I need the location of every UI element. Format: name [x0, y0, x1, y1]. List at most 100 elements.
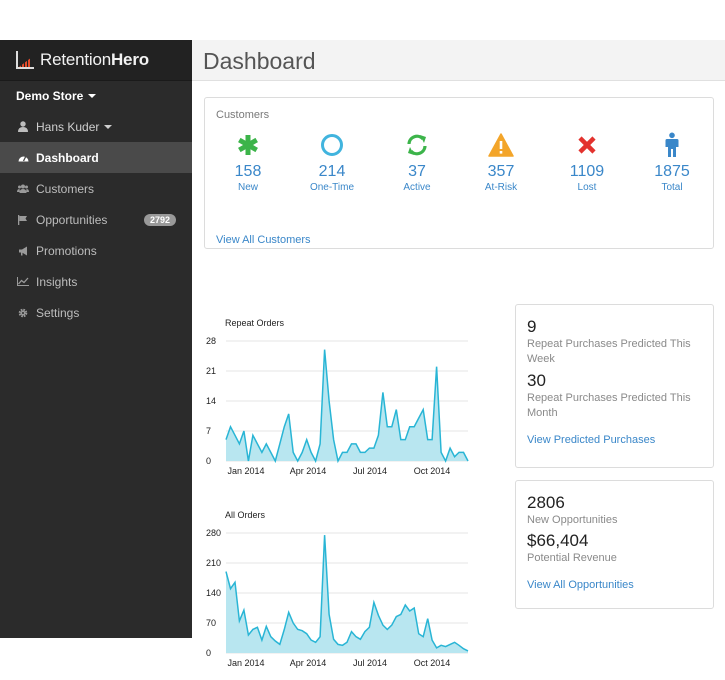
month-prediction-value: 30: [527, 371, 546, 390]
y-tick-label: 14: [206, 396, 216, 406]
circle-icon: [302, 131, 362, 159]
y-tick-label: 280: [206, 528, 221, 538]
person-icon: [642, 131, 702, 159]
stat-label: Active: [403, 182, 431, 193]
megaphone-icon: [16, 246, 30, 256]
dashboard-icon: [16, 153, 30, 162]
x-tick-label: Oct 2014: [414, 658, 451, 668]
x-tick-label: Jan 2014: [227, 466, 264, 476]
panel-title: Customers: [216, 109, 270, 121]
x-tick-label: Jul 2014: [353, 466, 387, 476]
x-tick-label: Jul 2014: [353, 658, 387, 668]
flag-icon: [16, 214, 30, 225]
store-dropdown[interactable]: Demo Store: [0, 81, 192, 111]
stat-value: 158: [234, 163, 262, 180]
all-orders-chart: All Orders 0 70 140 210 280 Jan 2014 Apr 2014 Ju…: [192, 503, 482, 673]
y-tick-label: 0: [206, 648, 211, 658]
user-icon: [16, 121, 30, 132]
opportunities-count-badge: 2792: [143, 213, 176, 226]
user-dropdown[interactable]: Hans Kuder: [0, 111, 192, 142]
logo-icon: [16, 51, 34, 69]
series-area: [226, 349, 468, 461]
stat-value: 357: [487, 163, 515, 180]
view-predicted-purchases-link[interactable]: View Predicted Purchases: [527, 434, 656, 446]
stat-label: Total: [661, 182, 683, 193]
x-tick-label: Apr 2014: [290, 658, 327, 668]
month-prediction-label: Repeat Purchases Predicted This Month: [527, 392, 691, 419]
sidebar-item-label: Settings: [36, 305, 80, 320]
sidebar-item-opportunities[interactable]: Opportunities 2792: [0, 204, 192, 235]
sidebar: RetentionHero Demo Store Hans Kuder Dash…: [0, 40, 192, 638]
new-opportunities-value: 2806: [527, 493, 565, 512]
sidebar-item-insights[interactable]: Insights: [0, 266, 192, 297]
customers-panel: Customers 158 New 214 One-Time 37: [204, 97, 714, 249]
sidebar-item-label: Dashboard: [36, 150, 99, 165]
y-tick-label: 210: [206, 558, 221, 568]
potential-revenue-value: $66,404: [527, 531, 589, 550]
stat-label: New: [237, 182, 258, 193]
x-tick-label: Jan 2014: [227, 658, 264, 668]
users-icon: [16, 184, 30, 193]
y-tick-label: 7: [206, 426, 211, 436]
app-window: RetentionHero Demo Store Hans Kuder Dash…: [0, 40, 725, 668]
page-header: Dashboard: [192, 40, 725, 81]
stat-value: 1875: [654, 163, 690, 180]
sidebar-item-label: Promotions: [36, 243, 97, 258]
new-opportunities-label: New Opportunities: [527, 514, 618, 526]
stat-label: At-Risk: [484, 182, 518, 193]
opportunities-panel: 2806 New Opportunities $66,404 Potential…: [515, 480, 714, 609]
asterisk-icon: [218, 131, 278, 159]
y-tick-label: 70: [206, 618, 216, 628]
line-chart-icon: [16, 277, 30, 286]
y-tick-label: 28: [206, 336, 216, 346]
stat-label: One-Time: [309, 182, 355, 193]
user-name: Hans Kuder: [36, 119, 100, 134]
x-tick-label: Oct 2014: [414, 466, 451, 476]
sidebar-item-label: Customers: [36, 181, 95, 196]
predicted-purchases-panel: 9 Repeat Purchases Predicted This Week 3…: [515, 304, 714, 468]
caret-down-icon: [88, 94, 97, 98]
brand[interactable]: RetentionHero: [0, 40, 192, 81]
series-line: [225, 535, 469, 652]
brand-name: RetentionHero: [40, 50, 149, 69]
stat-new[interactable]: 158 New: [218, 131, 278, 193]
page-title: Dashboard: [203, 48, 316, 74]
sidebar-item-label: Opportunities: [36, 212, 108, 227]
view-all-opportunities-link[interactable]: View All Opportunities: [527, 579, 634, 591]
all-orders-title: All Orders: [225, 510, 266, 520]
stat-label: Lost: [577, 182, 597, 193]
stat-at-risk[interactable]: 357 At-Risk: [471, 131, 531, 193]
stat-lost[interactable]: 1109 Lost: [557, 131, 617, 193]
store-name: Demo Store: [16, 89, 84, 103]
caret-down-icon: [104, 124, 113, 129]
stat-total[interactable]: 1875 Total: [642, 131, 702, 193]
all-orders-chart-svg: All Orders 0 70 140 210 280 Jan 2014 Apr 2014 Ju…: [206, 510, 469, 668]
main-content: Customers 158 New 214 One-Time 37: [192, 81, 725, 668]
gear-icon: [16, 308, 30, 318]
series-line: [225, 349, 469, 464]
sidebar-item-label: Insights: [36, 274, 78, 289]
stat-value: 37: [408, 163, 426, 180]
y-tick-label: 21: [206, 366, 216, 376]
warning-icon: [471, 131, 531, 159]
repeat-orders-title: Repeat Orders: [225, 318, 285, 328]
repeat-orders-chart-svg: Repeat Orders 0 7 14 21 28 Jan 2014 Apr 2014 Jul…: [206, 318, 469, 476]
stat-value: 1109: [569, 163, 605, 180]
week-prediction-label: Repeat Purchases Predicted This Week: [527, 338, 691, 365]
y-tick-label: 140: [206, 588, 221, 598]
repeat-orders-chart: Repeat Orders 0 7 14 21 28 Jan 2014 Apr 2014 Jul…: [192, 311, 482, 481]
potential-revenue-label: Potential Revenue: [527, 552, 617, 564]
refresh-icon: [387, 131, 447, 159]
stat-one-time[interactable]: 214 One-Time: [302, 131, 362, 193]
sidebar-item-customers[interactable]: Customers: [0, 173, 192, 204]
view-all-customers-link[interactable]: View All Customers: [216, 234, 311, 246]
x-tick-label: Apr 2014: [290, 466, 327, 476]
x-icon: [557, 131, 617, 159]
stat-value: 214: [318, 163, 346, 180]
sidebar-item-dashboard[interactable]: Dashboard: [0, 142, 192, 173]
y-tick-label: 0: [206, 456, 211, 466]
stat-active[interactable]: 37 Active: [387, 131, 447, 193]
sidebar-item-settings[interactable]: Settings: [0, 297, 192, 328]
week-prediction-value: 9: [527, 317, 537, 336]
sidebar-item-promotions[interactable]: Promotions: [0, 235, 192, 266]
